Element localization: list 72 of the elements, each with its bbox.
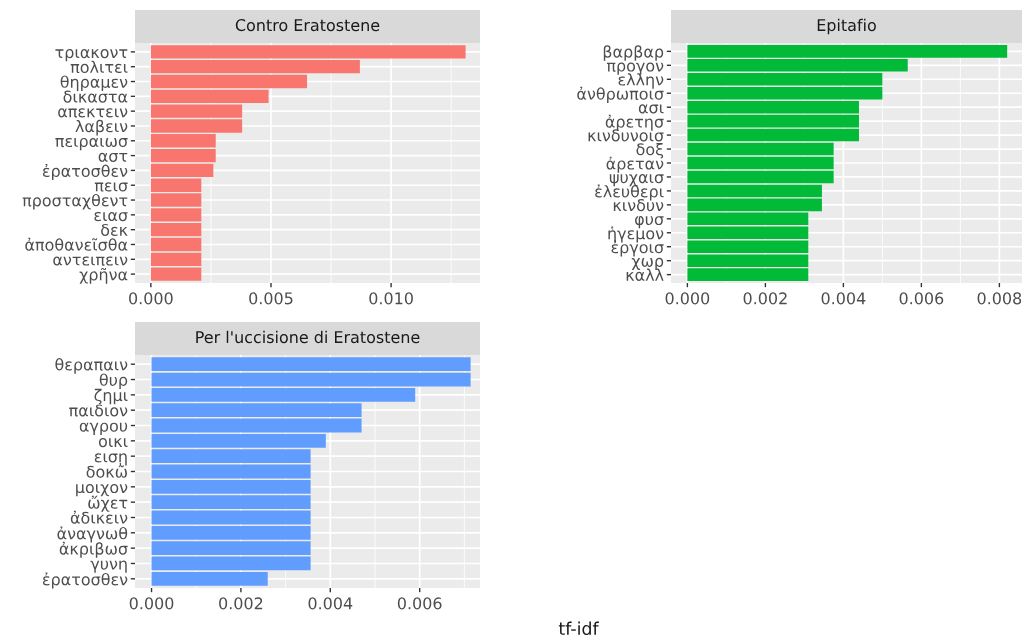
- y-tick-label: εισῃ: [94, 453, 127, 466]
- x-tick-label: 0.002: [743, 292, 787, 305]
- y-tick-label: πεισ: [94, 182, 128, 192]
- chart-title: Per l'uccisione di Eratostene: [196, 330, 420, 344]
- bar: [687, 142, 834, 156]
- y-tick-label: ἀδικειν: [70, 510, 128, 524]
- bar: [151, 571, 268, 586]
- bar: [687, 198, 822, 212]
- y-tick-label: δεκ: [101, 223, 128, 236]
- x-tick-label: 0.000: [665, 292, 710, 305]
- y-tick-label: ἐρατοσθεν: [42, 572, 128, 589]
- chart-title: Contro Eratostene: [235, 19, 380, 32]
- y-tick-label: ἀκριβωσ: [59, 541, 128, 558]
- y-tick-label: θυρ: [99, 373, 128, 389]
- x-axis-title: tf-idf: [558, 621, 599, 636]
- y-tick-label: αγρου: [79, 422, 128, 435]
- y-tick-label: ἀποθανεῖσθα: [25, 237, 128, 251]
- y-tick-label: ἀναγνωθ: [57, 526, 128, 543]
- bar: [687, 114, 859, 128]
- y-tick-label: προσταχθεντ: [22, 193, 128, 210]
- bar: [150, 237, 202, 252]
- y-tick-label: καλλ: [626, 268, 664, 281]
- y-tick-label: οικι: [98, 437, 128, 448]
- bar: [151, 372, 471, 387]
- y-tick-label: βαρβαρ: [603, 45, 664, 61]
- bar: [687, 156, 834, 170]
- y-tick-label: παιδιον: [69, 404, 128, 417]
- x-tick-label: 0.005: [249, 292, 293, 305]
- bar: [151, 510, 311, 525]
- y-tick-label: θεραπαιν: [55, 358, 128, 374]
- bar: [687, 128, 859, 142]
- y-tick-label: δικαστα: [63, 90, 128, 103]
- bar: [687, 170, 834, 184]
- bar: [151, 418, 362, 433]
- y-tick-label: μοιχον: [76, 483, 128, 497]
- y-tick-label: λαβειν: [75, 119, 128, 136]
- y-tick-label: πειραιωσ: [55, 137, 128, 151]
- y-tick-label: ειασ: [94, 211, 128, 222]
- y-tick-label: απεκτειν: [58, 108, 128, 118]
- y-tick-label: κινδυν: [613, 199, 664, 212]
- x-tick-label: 0.006: [397, 597, 442, 610]
- y-tick-label: προγον: [606, 62, 664, 75]
- y-tick-label: γυνη: [90, 560, 127, 573]
- y-tick-label: ασι: [638, 104, 664, 114]
- y-tick-label: χωρ: [631, 257, 664, 271]
- y-tick-label: χρῆνα: [79, 267, 128, 284]
- y-tick-label: θηραμεν: [60, 75, 128, 91]
- y-tick-label: κινδυνοισ: [588, 129, 664, 142]
- x-tick-label: 0.010: [369, 292, 413, 305]
- y-tick-label: ἀρετησ: [605, 114, 664, 131]
- x-tick-label: 0.008: [977, 292, 1022, 305]
- y-tick-label: ζημι: [94, 388, 128, 405]
- x-tick-label: 0.000: [129, 597, 174, 610]
- y-tick-label: πολιτει: [70, 60, 128, 74]
- y-tick-label: αστ: [98, 152, 128, 162]
- x-tick-label: 0.006: [899, 292, 944, 305]
- bar: [150, 163, 214, 178]
- chart-title: Epitafio: [817, 18, 876, 35]
- y-tick-label: δοκῶ: [86, 465, 127, 478]
- x-tick-label: 0.004: [308, 597, 353, 610]
- bar: [150, 148, 216, 163]
- bar: [151, 556, 311, 571]
- bar: [687, 184, 822, 198]
- x-tick-label: 0.002: [219, 597, 263, 610]
- x-tick-label: 0.004: [821, 292, 866, 305]
- y-tick-label: ὤχετ: [88, 495, 128, 512]
- y-tick-label: αντειπειν: [53, 256, 128, 266]
- y-tick-label: ἐρατοσθεν: [42, 164, 128, 181]
- bar: [151, 464, 311, 479]
- x-tick-label: 0.000: [129, 292, 173, 305]
- bar: [150, 74, 308, 89]
- y-tick-label: τριακοντ: [55, 49, 128, 62]
